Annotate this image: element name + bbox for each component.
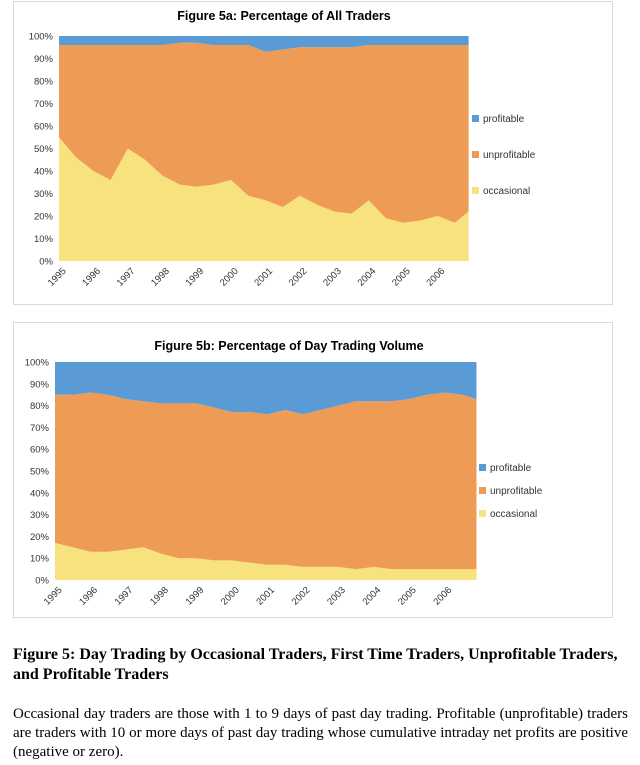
chart-a-title: Figure 5a: Percentage of All Traders [177,9,391,23]
chart-a-x-tick-label: 2001 [252,266,275,289]
chart-a-x-tick-label: 2006 [424,266,447,289]
chart-b-x-tick-label: 1998 [148,585,171,608]
chart-b-x-tick-label: 1995 [42,585,65,608]
chart-b-legend-swatch-profitable [479,464,486,471]
chart-b-x-tick-label: 2002 [290,585,313,608]
chart-b-y-tick-label: 80% [30,401,50,412]
chart-b-x-tick-label: 2004 [361,585,384,608]
chart-a-x-tick-label: 1995 [46,266,69,289]
chart-b-x-tick-label: 2005 [396,585,419,608]
chart-b-y-tick-label: 60% [30,445,50,456]
chart-a-legend-swatch-profitable [472,115,479,122]
chart-b-y-tick-label: 10% [30,554,50,565]
chart-b-legend-label-unprofitable: unprofitable [490,486,543,497]
chart-a-y-tick-label: 30% [34,189,54,200]
chart-a-x-tick-label: 2002 [287,266,310,289]
chart-a-y-tick-label: 50% [34,144,54,155]
chart-b-legend-swatch-occasional [479,510,486,517]
chart-a-legend-swatch-unprofitable [472,151,479,158]
chart-a-legend-label-occasional: occasional [483,186,530,197]
chart-a-legend-swatch-occasional [472,187,479,194]
chart-b-x-tick-label: 2003 [325,585,348,608]
chart-b-legend-label-occasional: occasional [490,509,537,520]
chart-5b-svg: Figure 5b: Percentage of Day Trading Vol… [25,339,543,608]
figure-caption-title: Figure 5: Day Trading by Occasional Trad… [13,646,618,683]
chart-b-y-tick-label: 70% [30,423,50,434]
chart-b-y-tick-label: 0% [35,576,49,587]
chart-a-y-tick-label: 10% [34,234,54,245]
chart-a-y-tick-label: 70% [34,99,54,110]
chart-b-x-tick-label: 1997 [113,585,136,608]
chart-b-x-tick-label: 1999 [184,585,207,608]
chart-5b: Figure 5b: Percentage of Day Trading Vol… [13,322,613,618]
figure-caption-body: Occasional day traders are those with 1 … [13,706,628,760]
chart-a-x-tick-label: 2003 [321,266,344,289]
chart-b-title: Figure 5b: Percentage of Day Trading Vol… [154,339,423,353]
chart-a-series-profitable-area [59,36,469,52]
chart-a-legend-label-unprofitable: unprofitable [483,150,536,161]
chart-a-x-tick-label: 2005 [390,266,413,289]
chart-a-x-tick-label: 1997 [115,266,138,289]
chart-b-y-tick-label: 30% [30,510,50,521]
chart-5a-svg: Figure 5a: Percentage of All Traders 0% 10… [29,9,536,289]
chart-b-x-tick-label: 2001 [254,585,277,608]
chart-a-series-occasional-area [59,137,469,261]
chart-a-y-tick-label: 80% [34,77,54,88]
chart-a-y-tick-label: 40% [34,167,54,178]
chart-a-y-tick-label: 0% [39,257,53,268]
chart-b-y-tick-label: 40% [30,488,50,499]
chart-a-x-tick-label: 1999 [184,266,207,289]
chart-b-legend-label-profitable: profitable [490,463,532,474]
chart-b-y-tick-label: 100% [25,358,50,369]
chart-b-x-tick-label: 2000 [219,585,242,608]
chart-a-y-tick-label: 20% [34,212,54,223]
chart-b-y-tick-label: 20% [30,532,50,543]
chart-a-legend-label-profitable: profitable [483,114,525,125]
chart-a-x-tick-label: 2004 [356,266,379,289]
chart-a-x-tick-label: 1996 [80,266,103,289]
chart-a-y-tick-label: 60% [34,122,54,133]
chart-a-y-tick-label: 90% [34,54,54,65]
chart-a-y-tick-label: 100% [29,32,54,43]
chart-5a: Figure 5a: Percentage of All Traders 0% 10… [13,1,613,305]
chart-a-x-tick-label: 2000 [218,266,241,289]
chart-b-x-tick-label: 1996 [77,585,100,608]
chart-b-series-occasional-area [55,542,477,580]
chart-b-series-unprofitable-area [55,392,477,570]
chart-a-x-tick-label: 1998 [149,266,172,289]
chart-b-legend-swatch-unprofitable [479,487,486,494]
chart-a-series-unprofitable-area [59,42,469,223]
chart-b-series-profitable-area [55,362,477,415]
chart-b-y-tick-label: 50% [30,467,50,478]
chart-b-y-tick-label: 90% [30,379,50,390]
chart-b-x-tick-label: 2006 [431,585,454,608]
